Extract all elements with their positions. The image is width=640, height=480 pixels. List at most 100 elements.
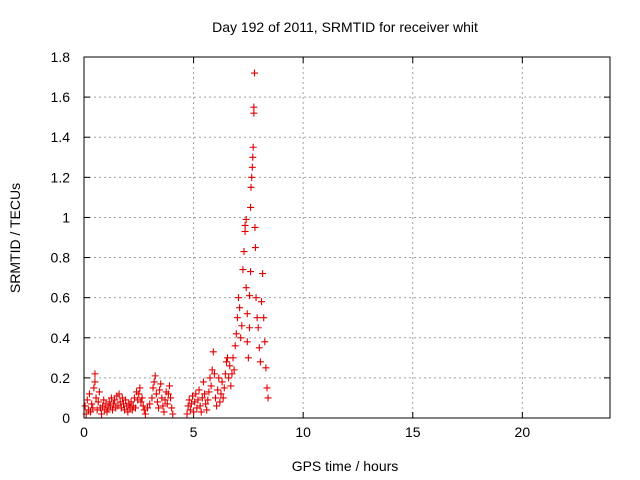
data-point [201,390,209,398]
data-point [149,384,157,392]
data-point [148,394,156,402]
data-point [260,314,268,322]
data-point [159,402,167,410]
data-point [88,400,96,408]
data-point [231,342,239,350]
data-point [209,348,217,356]
data-point [244,354,252,362]
data-point [241,221,249,229]
data-point [151,372,159,380]
data-point [198,394,206,402]
data-point [251,69,259,77]
data-point [245,292,253,300]
data-point [190,408,198,416]
data-point [212,394,219,402]
data-point [204,396,212,404]
data-point [195,386,203,394]
data-point [103,408,111,416]
y-tick-label: 1.8 [51,49,71,65]
x-tick-label: 0 [80,424,88,440]
y-tick-label: 1.6 [51,89,71,105]
data-point [232,330,240,338]
data-point [205,388,213,396]
plot-frame [83,56,611,419]
data-point [253,314,261,322]
data-point [87,408,95,416]
data-point [227,382,235,390]
data-point [91,370,99,378]
grid-lines [84,57,610,418]
data-point [235,294,243,302]
data-point [135,390,143,398]
data-point [249,143,257,151]
data-point [238,322,246,330]
data-point [144,404,152,412]
data-point [167,394,175,402]
data-point [194,396,202,404]
y-tick-label: 0 [62,410,70,426]
data-point [81,402,89,410]
y-tick-label: 0.2 [51,370,71,386]
data-points [81,69,272,418]
data-point [92,394,100,402]
y-tick-label: 1 [62,209,70,225]
data-point [229,354,237,362]
data-point [165,382,173,390]
data-point [122,396,130,404]
data-point [214,386,222,394]
data-point [237,334,245,342]
data-point [251,223,259,231]
data-point [219,394,227,402]
data-point [206,374,214,382]
data-point [152,390,160,398]
data-point [136,384,144,392]
y-tick-label: 1.2 [51,169,71,185]
chart-title: Day 192 of 2011, SRMTID for receiver whi… [212,19,478,35]
data-point [111,396,119,404]
data-point [89,404,97,412]
data-point [256,358,264,366]
data-point [236,304,244,312]
data-point [215,374,223,382]
data-point [251,244,259,252]
data-point [250,103,258,111]
data-point [216,398,224,406]
data-point [139,402,147,410]
data-point [85,390,93,398]
data-point [221,370,229,378]
data-point [199,378,207,386]
data-point [226,362,234,370]
data-point [185,396,193,404]
x-tick-label: 10 [295,424,311,440]
data-point [249,153,257,161]
data-point [252,294,260,302]
data-point [196,402,204,410]
data-point [263,384,271,392]
data-point [146,400,154,408]
data-point [258,298,266,306]
data-point [254,324,262,332]
data-point [203,406,211,414]
y-tick-label: 1.4 [51,129,71,145]
x-tick-label: 20 [515,424,531,440]
data-point [169,410,177,418]
data-point [127,398,135,406]
data-point [164,390,172,398]
data-point [105,398,113,406]
data-point [220,384,228,392]
data-point [94,398,102,406]
data-point [183,410,191,418]
data-point [243,310,251,318]
x-axis-label: GPS time / hours [292,458,399,474]
data-point [153,398,161,406]
data-point [239,266,247,274]
data-point [255,344,263,352]
data-point [242,215,250,223]
data-point [91,378,99,386]
data-point [110,400,118,408]
data-point [83,396,91,404]
data-point [262,364,270,372]
data-point [124,408,132,416]
x-tick-label: 5 [190,424,198,440]
